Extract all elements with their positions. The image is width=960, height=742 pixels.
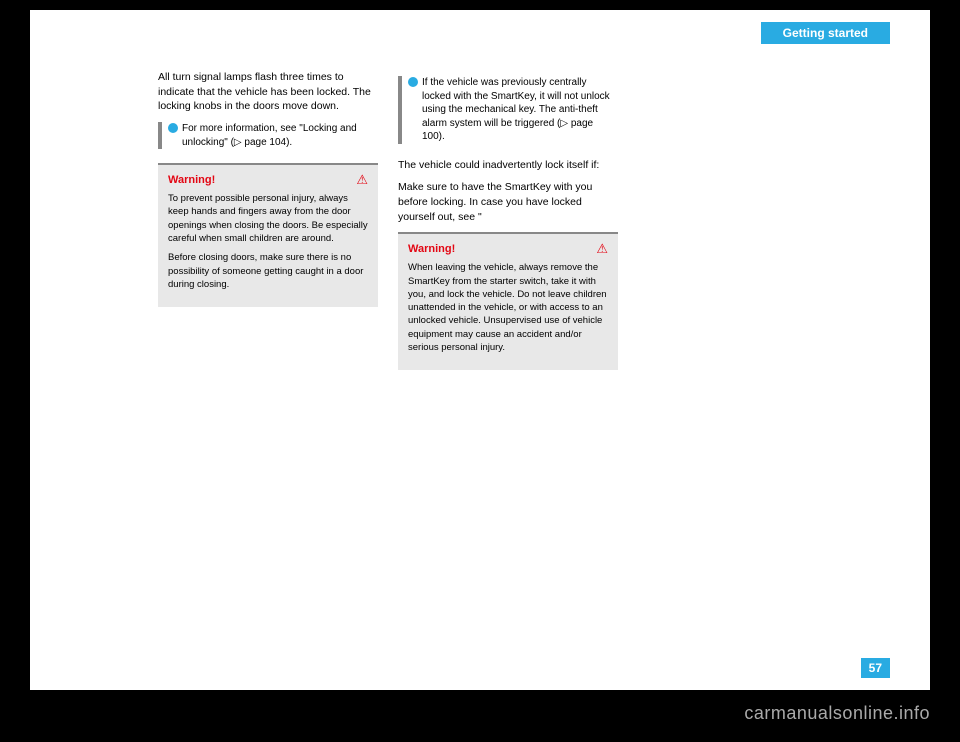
warning-title: Warning! (408, 243, 455, 255)
info-icon (408, 77, 418, 87)
info-icon (168, 123, 178, 133)
warning-box: Warning! ⚠ When leaving the vehicle, alw… (398, 232, 618, 370)
content-area: All turn signal lamps flash three times … (158, 70, 618, 370)
watermark: carmanualsonline.info (744, 703, 930, 724)
info-bullet: For more information, see "Locking and u… (168, 122, 378, 149)
column-left: All turn signal lamps flash three times … (158, 70, 378, 307)
warning-triangle-icon: ⚠ (596, 242, 608, 255)
warning-text: To prevent possible personal injury, alw… (168, 192, 368, 245)
info-block: If the vehicle was previously centrally … (398, 76, 618, 144)
warning-header: Warning! ⚠ (168, 173, 368, 186)
info-block: For more information, see "Locking and u… (158, 122, 378, 149)
manual-page: Getting started All turn signal lamps fl… (30, 10, 930, 690)
warning-header: Warning! ⚠ (408, 242, 608, 255)
section-tab: Getting started (761, 22, 890, 44)
info-bullet: If the vehicle was previously centrally … (408, 76, 618, 144)
warning-box: Warning! ⚠ To prevent possible personal … (158, 163, 378, 307)
info-text: If the vehicle was previously centrally … (422, 76, 618, 144)
warning-text: Before closing doors, make sure there is… (168, 251, 368, 291)
body-text: The vehicle could inadvertently lock its… (398, 158, 618, 173)
intro-text: All turn signal lamps flash three times … (158, 70, 378, 114)
warning-text: When leaving the vehicle, always remove … (408, 261, 608, 354)
warning-triangle-icon: ⚠ (356, 173, 368, 186)
column-right: If the vehicle was previously centrally … (398, 70, 618, 370)
warning-title: Warning! (168, 174, 215, 186)
body-text: Make sure to have the SmartKey with you … (398, 180, 618, 224)
page-number: 57 (861, 658, 890, 678)
info-text: For more information, see "Locking and u… (182, 122, 378, 149)
